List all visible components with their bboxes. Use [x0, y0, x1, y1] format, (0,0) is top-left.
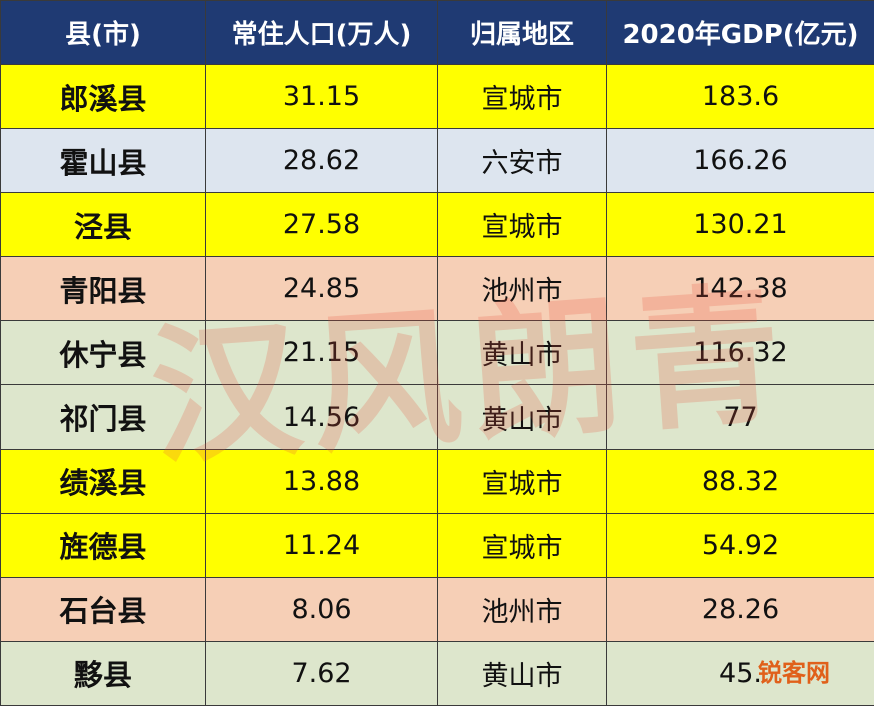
- table-cell: 泾县: [0, 192, 206, 258]
- header-cell: 县(市): [0, 0, 206, 65]
- table-cell: 休宁县: [0, 320, 206, 386]
- table-row: 霍山县 28.62 六安市 166.26: [0, 128, 874, 194]
- table-row: 泾县 27.58 宣城市 130.21: [0, 192, 874, 258]
- header-cell: 2020年GDP(亿元): [606, 0, 874, 65]
- table-cell: 166.26: [606, 128, 874, 194]
- table-row: 黟县 7.62 黄山市 45.: [0, 640, 874, 706]
- table-cell: 183.6: [606, 63, 874, 130]
- table-row: 旌德县 11.24 宣城市 54.92: [0, 512, 874, 578]
- table-cell: 11.24: [205, 512, 438, 578]
- table-cell: 郎溪县: [0, 63, 206, 130]
- table-cell: 黟县: [0, 640, 206, 706]
- table-cell: 7.62: [205, 640, 438, 706]
- table-cell: 142.38: [606, 256, 874, 322]
- table-row: 青阳县 24.85 池州市 142.38: [0, 256, 874, 322]
- table-cell: 27.58: [205, 192, 438, 258]
- table-cell: 霍山县: [0, 128, 206, 194]
- table-cell: 88.32: [606, 448, 874, 514]
- table-cell: 45.: [606, 640, 874, 706]
- table-cell: 130.21: [606, 192, 874, 258]
- table-cell: 宣城市: [437, 512, 607, 578]
- table-cell: 13.88: [205, 448, 438, 514]
- header-row: 县(市) 常住人口(万人) 归属地区 2020年GDP(亿元): [0, 0, 874, 65]
- table-cell: 黄山市: [437, 640, 607, 706]
- table-cell: 77: [606, 384, 874, 450]
- table-row: 石台县 8.06 池州市 28.26: [0, 576, 874, 642]
- table-cell: 21.15: [205, 320, 438, 386]
- table-cell: 14.56: [205, 384, 438, 450]
- table-cell: 31.15: [205, 63, 438, 130]
- table-cell: 宣城市: [437, 63, 607, 130]
- table-cell: 宣城市: [437, 448, 607, 514]
- table-row: 祁门县 14.56 黄山市 77: [0, 384, 874, 450]
- table-cell: 青阳县: [0, 256, 206, 322]
- table-cell: 黄山市: [437, 384, 607, 450]
- table-cell: 旌德县: [0, 512, 206, 578]
- table-cell: 黄山市: [437, 320, 607, 386]
- table-cell: 宣城市: [437, 192, 607, 258]
- header-cell: 归属地区: [437, 0, 607, 65]
- table-row: 休宁县 21.15 黄山市 116.32: [0, 320, 874, 386]
- table-cell: 24.85: [205, 256, 438, 322]
- table-cell: 8.06: [205, 576, 438, 642]
- header-cell: 常住人口(万人): [205, 0, 438, 65]
- table-cell: 石台县: [0, 576, 206, 642]
- table-cell: 池州市: [437, 576, 607, 642]
- table-cell: 116.32: [606, 320, 874, 386]
- table-cell: 池州市: [437, 256, 607, 322]
- table-cell: 28.62: [205, 128, 438, 194]
- table-cell: 28.26: [606, 576, 874, 642]
- table-row: 郎溪县 31.15 宣城市 183.6: [0, 63, 874, 130]
- table-cell: 绩溪县: [0, 448, 206, 514]
- table-row: 绩溪县 13.88 宣城市 88.32: [0, 448, 874, 514]
- table-cell: 54.92: [606, 512, 874, 578]
- table-cell: 祁门县: [0, 384, 206, 450]
- table-cell: 六安市: [437, 128, 607, 194]
